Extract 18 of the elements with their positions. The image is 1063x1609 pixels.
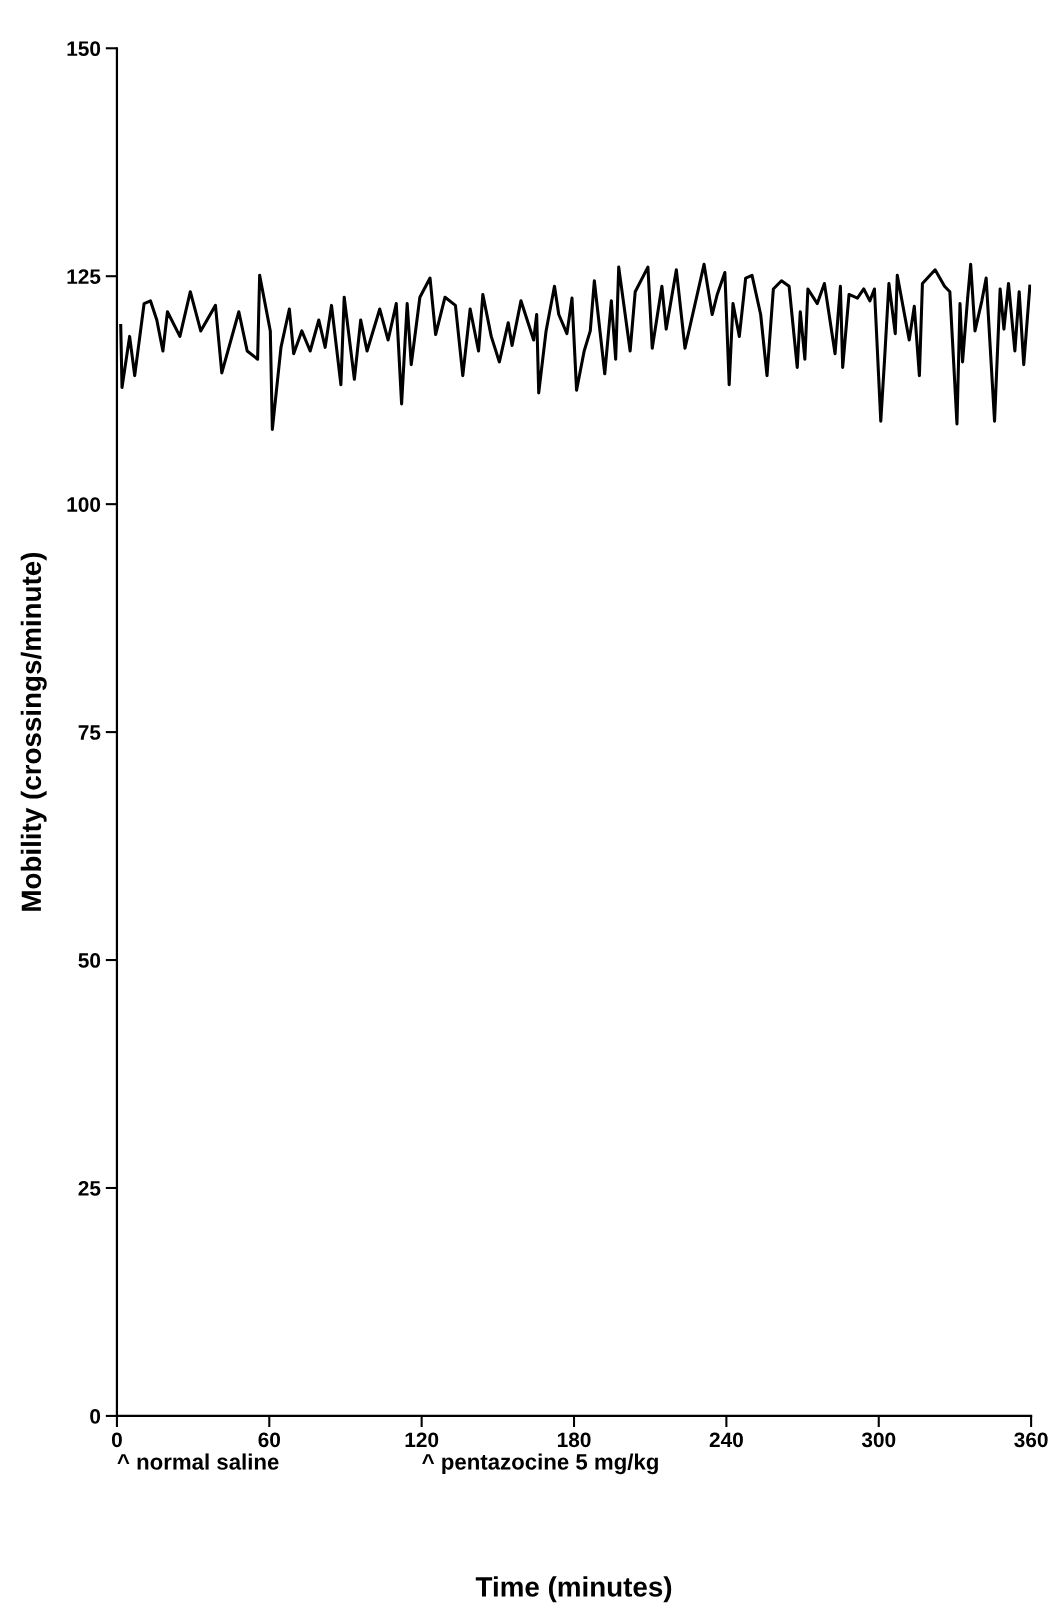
x-axis-title: Time (minutes): [475, 1576, 672, 1603]
x-tick-label: 300: [861, 1432, 896, 1448]
x-tick-label: 360: [1014, 1432, 1048, 1448]
text: ^ pentazocine 5 mg/kg: [422, 1453, 658, 1475]
x-tick-label: 60: [258, 1432, 281, 1448]
y-tick-label: 150: [67, 41, 101, 57]
y-tick-label: 0: [90, 1408, 101, 1424]
y-tick-label: 125: [67, 269, 101, 284]
x-tick-label: 120: [405, 1432, 439, 1448]
y-tick-label: 75: [78, 725, 101, 740]
y-tick-label: 25: [78, 1180, 101, 1196]
y-tick-label: 100: [67, 497, 101, 512]
text: ^ normal saline: [117, 1453, 279, 1470]
x-tick-label: 240: [709, 1432, 743, 1448]
x-tick-label: 180: [557, 1432, 591, 1448]
x-tick-label: 0: [111, 1432, 122, 1448]
y-axis-title: Mobility (crossings/minute): [20, 552, 47, 911]
y-tick-label: 50: [78, 953, 101, 968]
